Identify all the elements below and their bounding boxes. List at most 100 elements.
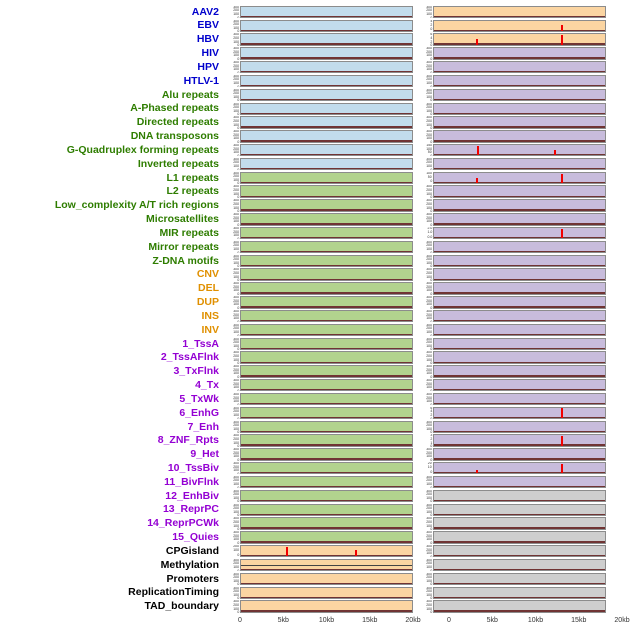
y-axis-tick-label: 200 [426, 520, 432, 525]
y-axis-tick-label: 0 [430, 361, 432, 364]
y-axis-ticks: 300 200 100 0 [224, 144, 240, 156]
y-axis-ticks: 300 200 100 0 [413, 158, 433, 170]
y-axis-ticks: 300 200 100 0 [224, 116, 240, 128]
track-row: Z-DNA motifs 300 200 100 0 300 200 100 0 [2, 254, 622, 268]
y-axis-tick-label: 300 [233, 309, 239, 314]
track-row: HTLV-1 300 200 100 0 300 200 100 0 [2, 74, 622, 88]
y-axis-ticks: 300 200 100 0 [413, 75, 433, 87]
y-axis-tick-label: 100 [426, 289, 432, 293]
right-track-panel [433, 420, 606, 433]
track-row: TAD_boundary 300 200 100 0 300 200 100 0 [2, 600, 622, 614]
y-axis-tick-label: 300 [233, 5, 239, 9]
signal-baseline [434, 223, 605, 225]
signal-baseline [434, 181, 605, 184]
y-axis-tick-label: 100 [426, 399, 432, 404]
y-axis-ticks: 300 200 100 0 [224, 517, 240, 529]
track-row: G-Quadruplex forming repeats 300 200 100 0 15… [2, 143, 622, 157]
signal-baseline [434, 347, 605, 349]
y-axis-tick-label: 300 [233, 489, 239, 493]
y-axis-tick-label: 200 [426, 479, 432, 483]
y-axis-tick-label: 300 [233, 503, 239, 507]
y-axis-ticks: 100 50 0 [413, 172, 433, 184]
left-track-panel [240, 116, 413, 129]
y-axis-tick-label: 100 [426, 109, 432, 113]
y-axis-ticks: 300 200 100 0 [224, 268, 240, 280]
y-axis-ticks: 300 200 100 0 [224, 587, 240, 599]
signal-baseline [434, 195, 605, 197]
y-axis-tick-label: 100 [233, 95, 239, 99]
x-axis-tick-label: 5kb [486, 617, 498, 624]
y-axis-tick-label: 100 [426, 206, 432, 210]
y-axis-ticks: 300 200 100 0 [224, 448, 240, 460]
y-axis-tick-label: 0 [237, 112, 239, 115]
y-axis-tick-label: 0 [237, 500, 239, 503]
track-label: INV [201, 323, 219, 336]
y-axis-tick-label: 100 [233, 413, 239, 417]
y-axis-tick-label: 100 [426, 247, 432, 252]
signal-baseline [241, 223, 412, 225]
y-axis-tick-label: 300 [426, 586, 432, 590]
y-axis-tick-label: 100 [233, 372, 239, 376]
y-axis-tick-label: 0 [237, 458, 239, 461]
y-axis-tick-label: 0 [430, 16, 432, 19]
y-axis-ticks: 300 200 100 0 [413, 255, 433, 267]
y-axis-tick-label: 100 [426, 579, 432, 583]
y-axis-tick-label: 100 [233, 164, 239, 169]
y-axis-tick-label: 200 [426, 492, 432, 497]
y-axis-tick-label: 300 [233, 517, 239, 521]
track-row: Microsatellites 300 200 100 0 300 200 100 0 [2, 212, 622, 226]
track-label: L1 repeats [166, 171, 219, 184]
y-axis-tick-label: 200 [233, 202, 239, 206]
track-label: 12_EnhBiv [165, 489, 219, 502]
y-axis-tick-label: 3 [430, 434, 432, 438]
right-track-panel [433, 475, 606, 489]
y-axis-tick-label: 100 [233, 123, 239, 127]
y-axis-tick-label: 200 [233, 520, 239, 525]
y-axis-tick-label: 0 [430, 223, 432, 226]
signal-baseline [434, 98, 605, 101]
left-track-panel [240, 545, 413, 558]
y-axis-ticks: 300 200 100 0 [413, 241, 433, 253]
left-track-panel [240, 19, 413, 32]
left-track-panel [240, 226, 413, 240]
left-track-panel [240, 309, 413, 323]
y-axis-tick-label: 0 [430, 85, 432, 88]
y-axis-tick-label: 100 [426, 12, 432, 16]
track-label: Methylation [160, 558, 219, 571]
track-label: 4_Tx [195, 379, 219, 392]
left-track-panel [240, 33, 413, 46]
y-axis-tick-label: 200 [233, 257, 239, 262]
y-axis-tick-label: 0 [237, 292, 239, 295]
signal-baseline [241, 403, 412, 405]
y-axis-tick-label: 200 [426, 50, 432, 54]
track-row: Alu repeats 300 200 100 0 300 200 100 0 [2, 88, 622, 102]
signal-baseline [241, 485, 412, 488]
left-track-panel [240, 462, 413, 475]
track-row: HIV 300 200 100 0 300 200 100 0 [2, 46, 622, 60]
y-axis-tick-label: 200 [426, 243, 432, 248]
signal-baseline [241, 527, 412, 529]
right-track-panel [433, 531, 606, 544]
y-axis-tick-label: 0 [430, 292, 432, 295]
right-track-panel [433, 268, 606, 281]
y-axis-tick-label: 100 [233, 565, 239, 570]
signal-peak [475, 177, 478, 184]
y-axis-ticks: 300 200 100 0 [224, 504, 240, 516]
y-axis-ticks: 300 200 100 0 [413, 448, 433, 460]
y-axis-tick-label: 0 [430, 180, 432, 184]
signal-peak [475, 39, 478, 45]
y-axis-tick-label: 100 [426, 171, 432, 175]
signal-baseline [434, 209, 605, 211]
signal-baseline [241, 610, 412, 612]
y-axis-tick-label: 0 [237, 43, 239, 46]
y-axis-ticks: 300 200 100 0 [413, 393, 433, 405]
track-label: HBV [196, 33, 219, 46]
signal-baseline [434, 320, 605, 322]
right-track-panel [433, 102, 606, 115]
y-axis-tick-label: 300 [426, 268, 432, 272]
y-axis-tick-label: 0 [237, 389, 239, 392]
y-axis-tick-label: 300 [233, 448, 239, 452]
y-axis-tick-label: 300 [426, 503, 432, 507]
y-axis-tick-label: 200 [426, 188, 432, 193]
y-axis-tick-label: 200 [233, 299, 239, 303]
